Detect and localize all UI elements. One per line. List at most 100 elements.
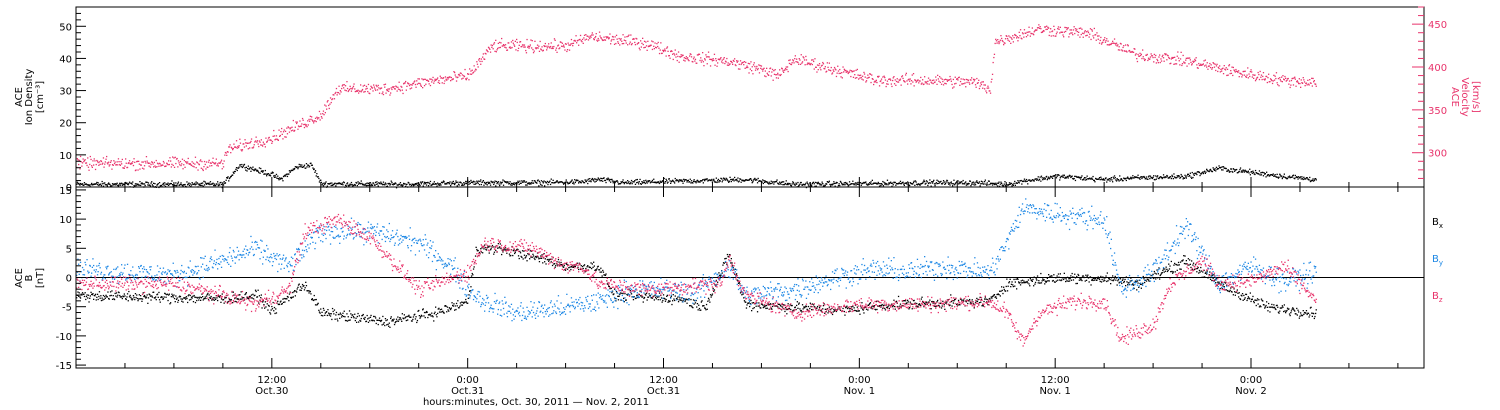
- density-point: [517, 181, 520, 183]
- density-point: [1055, 174, 1057, 176]
- density-point: [284, 175, 287, 177]
- velocity-point: [907, 79, 909, 81]
- bx-point: [247, 298, 249, 300]
- bx-point: [79, 296, 81, 298]
- density-point: [245, 169, 247, 171]
- velocity-point: [595, 33, 597, 35]
- density-point: [683, 178, 685, 180]
- density-point: [628, 181, 630, 183]
- velocity-point: [935, 76, 937, 78]
- bx-point: [354, 319, 356, 322]
- velocity-point: [267, 137, 270, 139]
- density-point: [772, 181, 774, 183]
- bx-point: [458, 307, 460, 309]
- velocity-point: [985, 90, 987, 92]
- bx-point: [98, 291, 101, 293]
- bx-point: [172, 296, 174, 298]
- bx-point: [396, 320, 398, 322]
- density-point: [888, 183, 890, 185]
- density-point: [1275, 176, 1278, 178]
- velocity-point: [943, 79, 945, 81]
- bx-point: [423, 311, 426, 314]
- density-point: [125, 181, 127, 184]
- density-point: [242, 165, 244, 168]
- density-point: [609, 178, 611, 181]
- velocity-point: [551, 46, 554, 48]
- velocity-point: [452, 78, 454, 80]
- bx-point: [133, 296, 135, 299]
- velocity-point: [469, 68, 471, 70]
- density-point: [192, 183, 195, 185]
- velocity-point: [92, 160, 94, 162]
- velocity-point: [168, 160, 170, 162]
- bx-point: [300, 289, 302, 291]
- bx-point: [547, 258, 549, 261]
- velocity-point: [1118, 46, 1120, 48]
- velocity-point: [1194, 60, 1197, 62]
- density-point: [1309, 180, 1312, 183]
- density-point: [1029, 180, 1031, 182]
- velocity-point: [490, 44, 492, 46]
- density-point: [536, 182, 538, 184]
- density-point: [1191, 177, 1193, 179]
- bx-point: [112, 295, 114, 297]
- velocity-point: [939, 81, 941, 83]
- velocity-point: [764, 70, 766, 72]
- bx-point: [730, 258, 732, 260]
- velocity-point: [472, 72, 474, 74]
- density-point: [685, 179, 687, 181]
- bx-point: [751, 310, 753, 312]
- velocity-point: [987, 85, 989, 87]
- bx-point: [350, 313, 352, 315]
- bx-point: [682, 299, 684, 302]
- density-point: [880, 185, 882, 187]
- bx-point: [672, 300, 674, 302]
- density-point: [873, 182, 875, 184]
- velocity-point: [139, 168, 141, 170]
- bx-point: [252, 298, 255, 300]
- density-point: [544, 185, 546, 187]
- velocity-point: [388, 90, 390, 92]
- velocity-point: [176, 157, 178, 160]
- velocity-point: [1262, 75, 1264, 78]
- velocity-point: [721, 61, 723, 63]
- velocity-point: [881, 82, 883, 84]
- bx-point: [596, 266, 599, 268]
- bx-point: [512, 254, 514, 257]
- density-point: [623, 181, 625, 184]
- bx-point: [296, 291, 298, 293]
- density-point: [318, 177, 320, 180]
- density-point: [1277, 176, 1279, 178]
- bx-point: [768, 303, 770, 305]
- density-point: [610, 181, 612, 183]
- density-point: [406, 183, 408, 185]
- density-point: [873, 182, 875, 184]
- velocity-point: [146, 160, 148, 162]
- density-point: [1080, 178, 1082, 180]
- velocity-point: [875, 81, 877, 83]
- density-point: [143, 183, 146, 185]
- density-point: [217, 184, 219, 187]
- density-point: [997, 185, 999, 187]
- velocity-point: [832, 69, 834, 71]
- bx-point: [644, 293, 646, 295]
- velocity-point: [459, 75, 461, 77]
- bx-point: [228, 300, 230, 303]
- density-point: [1204, 172, 1206, 174]
- density-point: [542, 181, 544, 183]
- density-point: [1123, 177, 1125, 180]
- bx-point: [269, 311, 271, 314]
- density-point: [690, 180, 693, 182]
- density-point: [1031, 180, 1033, 182]
- bx-point: [741, 294, 743, 296]
- velocity-point: [1245, 76, 1248, 78]
- bx-point: [610, 287, 612, 290]
- bx-point: [364, 316, 366, 319]
- velocity-point: [466, 77, 468, 79]
- velocity-point: [1006, 35, 1008, 37]
- density-point: [651, 179, 654, 182]
- bx-point: [472, 268, 475, 270]
- velocity-point: [1093, 37, 1095, 39]
- velocity-point: [199, 160, 201, 162]
- velocity-point: [1102, 41, 1104, 43]
